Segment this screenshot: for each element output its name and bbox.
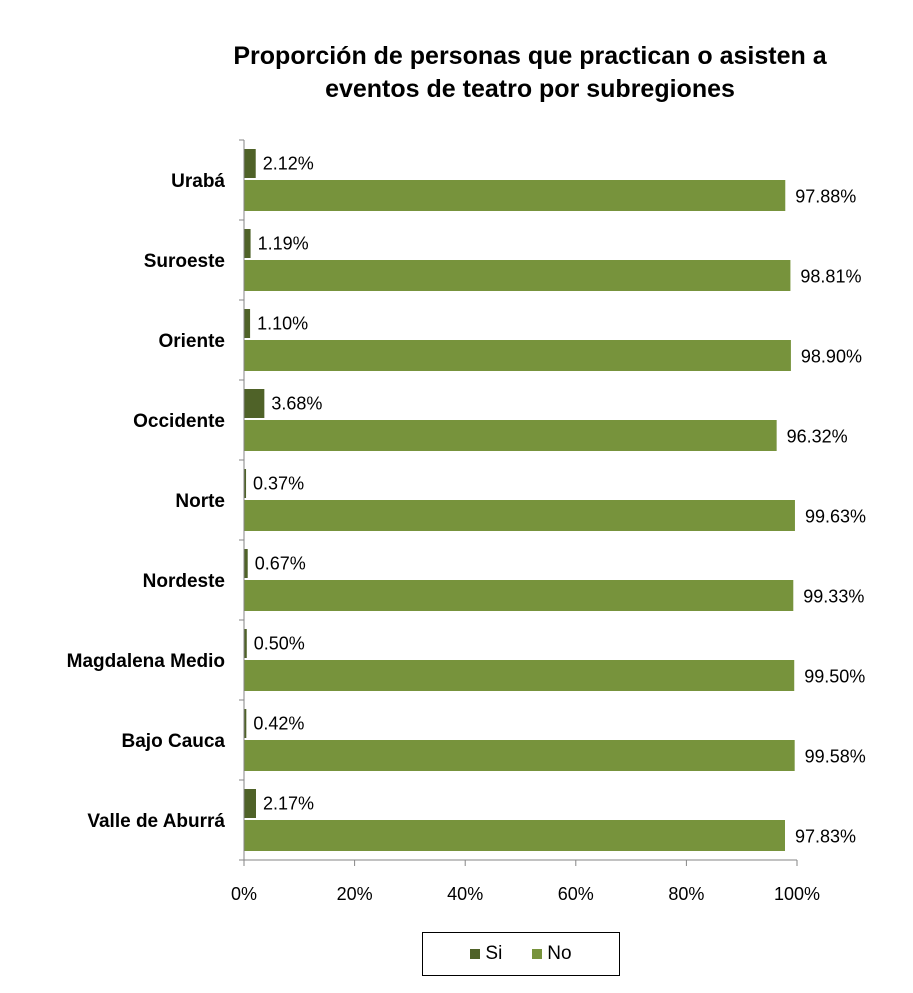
category-label: Magdalena Medio — [67, 651, 225, 672]
bar-no — [244, 580, 794, 611]
chart-title: Proporción de personas que practican o a… — [160, 40, 900, 106]
legend-item-no: No — [532, 943, 572, 965]
legend-swatch-si — [470, 949, 481, 959]
bar-no — [244, 180, 786, 211]
x-tick-label: 80% — [668, 884, 704, 904]
category-label: Suroeste — [144, 251, 225, 272]
bar-no — [244, 820, 785, 851]
x-tick-label: 60% — [558, 884, 594, 904]
plot-area: Urabá 2.12% 97.88% Suroeste 1.19% 98.81% Orien… — [67, 139, 866, 904]
bar-si — [244, 389, 265, 418]
data-label-si: 1.10% — [257, 314, 308, 334]
data-label-si: 2.12% — [263, 154, 314, 174]
bar-no — [244, 420, 777, 451]
bar-si — [244, 789, 257, 818]
category-label: Valle de Aburrá — [87, 811, 225, 832]
bar-si — [244, 629, 247, 658]
data-label-si: 0.50% — [254, 634, 305, 654]
legend-swatch-no — [532, 949, 543, 959]
category-label: Oriente — [158, 331, 225, 352]
x-tick-label: 0% — [231, 884, 257, 904]
x-tick-label: 20% — [337, 884, 373, 904]
x-tick-label: 40% — [447, 884, 483, 904]
bar-si — [244, 549, 248, 578]
bar-no — [244, 660, 795, 691]
category-label: Norte — [175, 491, 225, 512]
data-label-no: 97.83% — [795, 827, 856, 847]
bar-no — [244, 740, 795, 771]
data-label-si: 2.17% — [263, 794, 314, 814]
legend-label-no: No — [547, 943, 572, 964]
bar-si — [244, 469, 247, 498]
bar-si — [244, 229, 251, 258]
chart-title-line-1: Proporción de personas que practican o a… — [233, 42, 827, 70]
data-label-no: 96.32% — [787, 427, 848, 447]
data-label-no: 98.90% — [801, 347, 862, 367]
data-label-si: 3.68% — [271, 394, 322, 414]
bar-no — [244, 500, 795, 531]
bar-no — [244, 340, 791, 371]
data-label-no: 97.88% — [795, 187, 856, 207]
category-label: Occidente — [133, 411, 225, 432]
legend-item-si: Si — [470, 943, 502, 965]
data-label-no: 99.33% — [803, 587, 864, 607]
data-label-si: 0.37% — [253, 474, 304, 494]
data-label-no: 99.58% — [805, 747, 866, 767]
chart-title-line-2: eventos de teatro por subregiones — [325, 75, 735, 103]
x-tick-label: 100% — [774, 884, 820, 904]
bar-si — [244, 709, 247, 738]
bar-si — [244, 149, 256, 178]
category-label: Nordeste — [143, 571, 225, 592]
legend: Si No — [422, 932, 620, 976]
data-label-no: 98.81% — [800, 267, 861, 287]
category-label: Bajo Cauca — [122, 731, 226, 752]
bar-si — [244, 309, 251, 338]
legend-label-si: Si — [485, 943, 503, 964]
data-label-si: 1.19% — [258, 234, 309, 254]
data-label-no: 99.50% — [804, 667, 865, 687]
category-label: Urabá — [171, 171, 225, 192]
data-label-no: 99.63% — [805, 507, 866, 527]
data-label-si: 0.42% — [253, 714, 304, 734]
data-label-si: 0.67% — [255, 554, 306, 574]
bar-no — [244, 260, 791, 291]
